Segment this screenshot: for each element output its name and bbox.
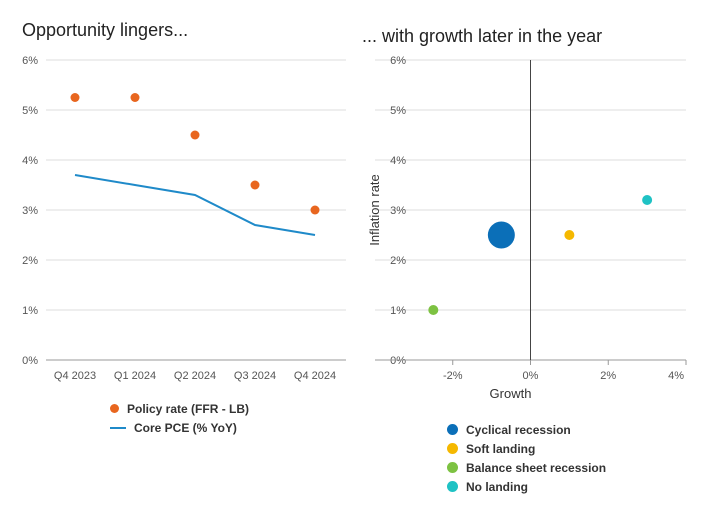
policy-rate-point (190, 130, 200, 140)
legend-label-balance-sheet-recession: Balance sheet recession (466, 460, 607, 475)
core-pce-legend-marker (110, 426, 126, 429)
left-y-tick-label: 2% (22, 255, 38, 267)
legend-label-no-landing: No landing (466, 479, 528, 494)
no-landing-point (642, 195, 653, 205)
policy-rate-point (250, 180, 260, 190)
left-y-tick-label: 1% (22, 305, 38, 317)
right-y-tick-label: 3% (390, 205, 406, 217)
right-x-tick-label: -2% (443, 370, 463, 382)
right-x-tick-label: 4% (668, 370, 684, 382)
right-y-tick-label: 6% (390, 55, 406, 67)
legend-item-no-landing: No landing (447, 477, 606, 496)
legend-label-policy-rate: Policy rate (FFR - LB) (127, 401, 250, 416)
left-y-tick-label: 0% (22, 355, 38, 367)
left-y-tick-label: 3% (22, 205, 38, 217)
y-axis-title: Inflation rate (367, 174, 382, 246)
right-legend: Cyclical recession Soft landing Balance … (447, 420, 606, 496)
left-y-tick-label: 4% (22, 155, 38, 167)
legend-label-soft-landing: Soft landing (466, 441, 536, 456)
legend-item-policy-rate: Policy rate (FFR - LB) (110, 399, 249, 418)
right-y-tick-label: 1% (390, 305, 406, 317)
policy-rate-point (130, 93, 140, 102)
legend-label-cyclical-recession: Cyclical recession (466, 422, 571, 437)
balance-sheet-recession-legend-marker (447, 462, 458, 473)
legend-item-cyclical-recession: Cyclical recession (447, 420, 606, 439)
cyclical-recession-legend-marker (447, 424, 458, 435)
right-y-tick-label: 2% (390, 255, 406, 267)
cyclical-recession-point (487, 221, 515, 249)
policy-rate-legend-marker (110, 404, 119, 413)
legend-item-soft-landing: Soft landing (447, 439, 606, 458)
no-landing-legend-marker (447, 481, 458, 492)
right-x-tick-label: 0% (523, 370, 539, 382)
legend-label-core-pce: Core PCE (% YoY) (134, 420, 237, 435)
left-y-tick-label: 6% (22, 55, 38, 67)
legend-item-balance-sheet-recession: Balance sheet recession (447, 458, 606, 477)
policy-rate-point (310, 205, 320, 215)
right-x-tick-label: 2% (600, 370, 616, 382)
legend-item-core-pce: Core PCE (% YoY) (110, 418, 249, 437)
left-x-tick-label: Q1 2024 (114, 370, 156, 382)
x-axis-title: Growth (490, 386, 532, 401)
left-y-tick-label: 5% (22, 105, 38, 117)
policy-rate-point (70, 93, 80, 102)
left-x-tick-label: Q3 2024 (234, 370, 276, 382)
right-chart-title: ... with growth later in the year (362, 26, 603, 46)
balance-sheet-recession-point (428, 305, 439, 315)
soft-landing-point (564, 230, 575, 240)
right-y-tick-label: 5% (390, 105, 406, 117)
right-y-tick-label: 4% (390, 155, 406, 167)
right-y-tick-label: 0% (390, 355, 406, 367)
left-x-tick-label: Q4 2023 (54, 370, 96, 382)
left-legend: Policy rate (FFR - LB) Core PCE (% YoY) (110, 399, 249, 437)
core-pce-line (74, 174, 316, 236)
soft-landing-legend-marker (447, 443, 458, 454)
left-chart-title: Opportunity lingers... (22, 20, 189, 40)
left-x-tick-label: Q2 2024 (174, 370, 216, 382)
left-x-tick-label: Q4 2024 (294, 370, 336, 382)
